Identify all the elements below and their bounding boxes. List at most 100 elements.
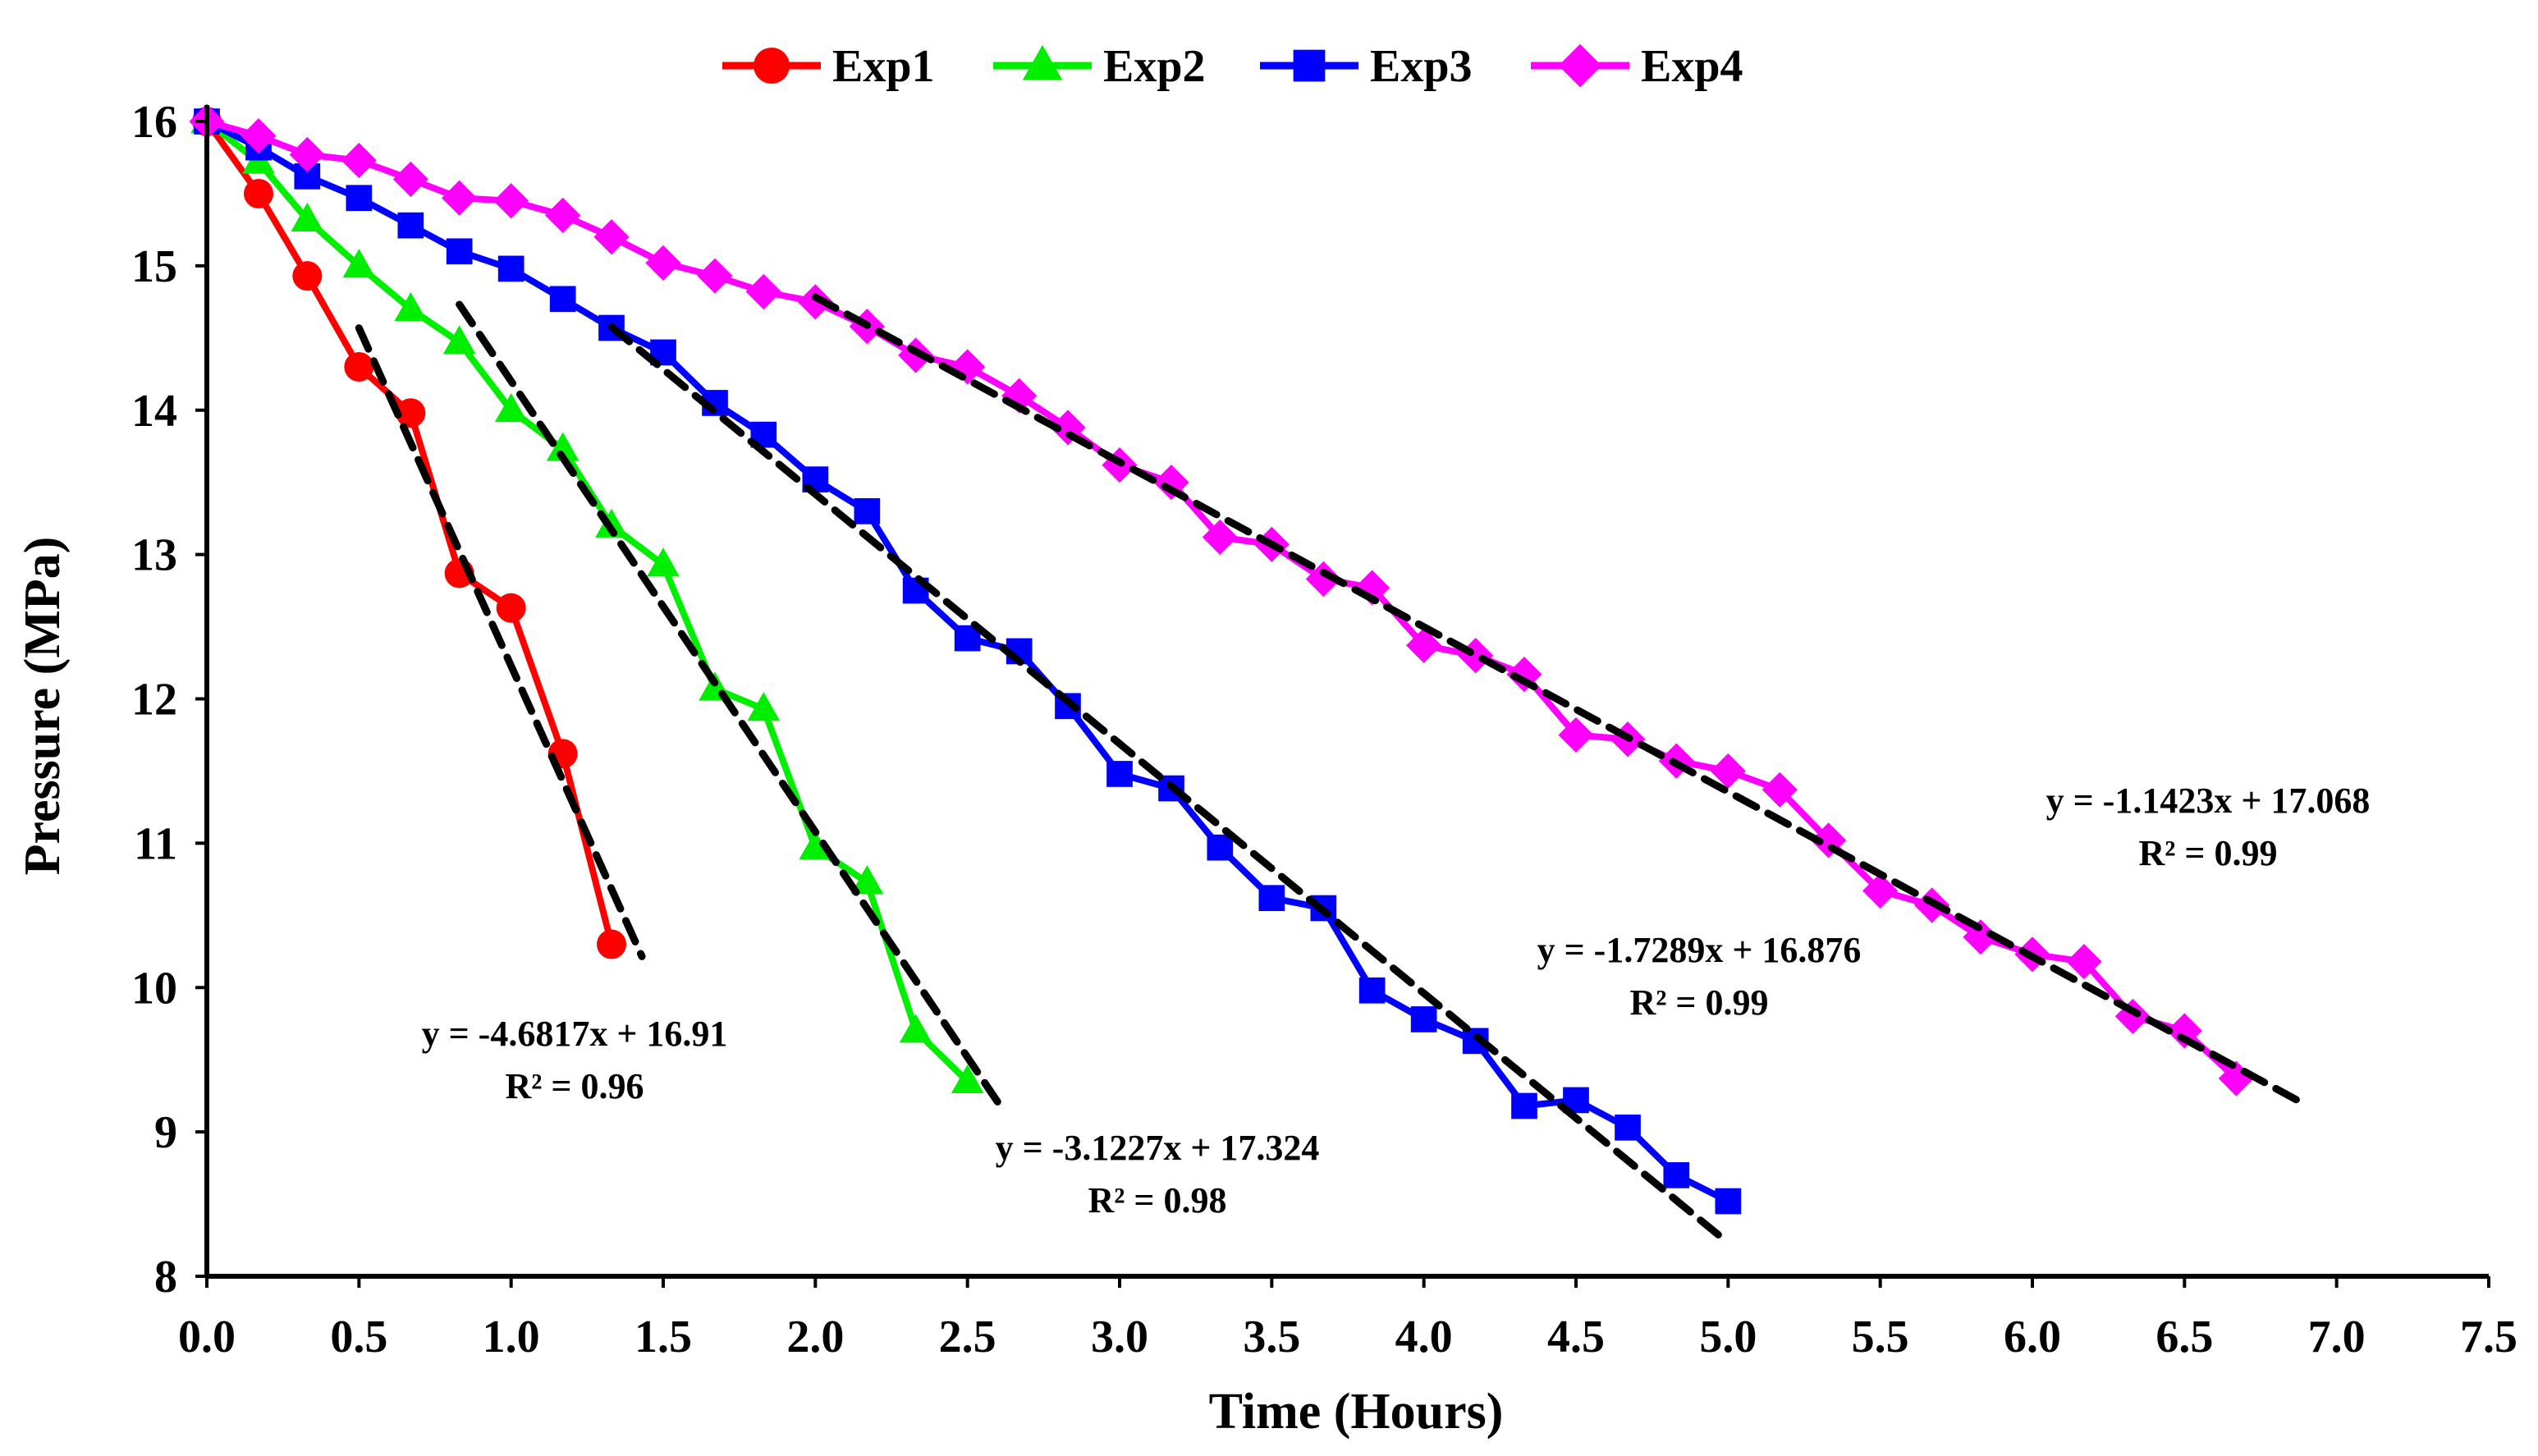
trendline-exp3	[607, 323, 1723, 1239]
data-point-exp4	[1354, 570, 1390, 606]
series-exp3	[194, 108, 1742, 1215]
data-point-exp3	[1358, 977, 1386, 1004]
data-point-exp2	[850, 865, 884, 895]
x-tick-label: 5.0	[1699, 1312, 1757, 1362]
trend-equation-exp4: y = -1.1423x + 17.068	[2046, 781, 2371, 821]
data-point-exp4	[1761, 771, 1798, 808]
x-tick-label: 4.0	[1395, 1312, 1453, 1362]
data-point-exp3	[1715, 1188, 1742, 1215]
series-line-exp1	[204, 119, 615, 945]
trendline-exp2	[456, 300, 1002, 1106]
y-tick-label: 13	[131, 530, 177, 581]
x-tick-label: 5.5	[1852, 1312, 1909, 1362]
trend-equation-exp2: y = -3.1227x + 17.324	[996, 1128, 1320, 1168]
data-point-exp1	[344, 351, 374, 382]
data-point-exp4	[745, 273, 781, 310]
trend-r2-exp1: R² = 0.96	[505, 1066, 644, 1106]
legend-marker-exp2	[1022, 44, 1063, 80]
data-point-exp4	[593, 219, 630, 255]
data-point-exp4	[341, 142, 377, 179]
data-point-exp1	[244, 178, 274, 208]
y-tick-label: 8	[154, 1252, 177, 1303]
data-point-exp4	[1558, 717, 1594, 753]
x-tick-label: 2.5	[939, 1312, 996, 1362]
legend-item-exp4: Exp4	[1531, 41, 1743, 92]
trend-r2-exp4: R² = 0.99	[2138, 833, 2277, 873]
trendline-annotations: y = -4.6817x + 16.91 R² = 0.96 y = -3.1227…	[422, 781, 2371, 1220]
x-tick-label: 0.5	[330, 1312, 387, 1362]
data-point-exp3	[497, 255, 525, 282]
data-point-exp3	[1410, 1006, 1437, 1032]
legend-marker-exp3	[1293, 49, 1326, 82]
data-point-exp2	[342, 249, 376, 278]
x-tick-label: 7.0	[2308, 1312, 2366, 1362]
data-point-exp4	[2066, 943, 2102, 980]
data-point-exp4	[1202, 519, 1238, 556]
x-tick-label: 2.0	[786, 1312, 844, 1362]
data-point-exp3	[1663, 1162, 1690, 1188]
data-point-exp4	[1963, 919, 1999, 955]
data-point-exp4	[1406, 627, 1442, 664]
x-tick-label: 7.5	[2460, 1312, 2517, 1362]
data-point-exp4	[1710, 753, 1746, 790]
y-tick-label: 10	[131, 963, 177, 1014]
y-axis-title: Pressure (MPa)	[15, 537, 71, 876]
data-point-exp4	[392, 161, 428, 197]
data-point-exp4	[2218, 1060, 2254, 1097]
data-point-exp3	[1258, 885, 1285, 912]
data-point-exp4	[1305, 561, 1341, 598]
data-point-exp4	[241, 117, 277, 154]
y-tick-label: 9	[154, 1107, 177, 1158]
x-tick-label: 4.5	[1547, 1312, 1605, 1362]
legend-item-exp3: Exp3	[1260, 41, 1473, 92]
data-point-exp3	[1511, 1092, 1537, 1119]
x-tick-label: 3.5	[1243, 1312, 1300, 1362]
data-point-exp2	[899, 1014, 932, 1043]
data-point-exp3	[1207, 834, 1234, 861]
trend-r2-exp3: R² = 0.99	[1629, 982, 1768, 1023]
legend-label-exp1: Exp1	[832, 41, 935, 92]
y-tick-label: 14	[131, 386, 177, 437]
data-point-exp4	[1001, 378, 1038, 414]
data-point-exp2	[647, 547, 680, 577]
data-point-exp4	[950, 349, 986, 385]
trendline-exp4	[811, 293, 2301, 1104]
data-point-exp1	[292, 261, 323, 291]
legend-item-exp2: Exp2	[993, 41, 1206, 92]
x-tick-label: 3.0	[1091, 1312, 1148, 1362]
data-point-exp4	[697, 258, 733, 294]
legend-label-exp2: Exp2	[1103, 41, 1206, 92]
y-tick-label: 16	[131, 97, 177, 148]
data-point-exp2	[546, 432, 580, 461]
data-point-exp2	[494, 393, 528, 423]
y-tick-label: 11	[134, 818, 177, 869]
data-point-exp4	[545, 197, 581, 233]
data-point-exp1	[496, 593, 526, 623]
trendlines	[355, 293, 2301, 1239]
trend-equation-exp3: y = -1.7289x + 16.876	[1537, 930, 1862, 970]
data-point-exp2	[442, 325, 476, 355]
series-line-exp2	[204, 118, 970, 1084]
series-exp2	[190, 104, 984, 1093]
x-tick-label: 6.0	[2004, 1312, 2061, 1362]
data-point-exp3	[1106, 761, 1133, 787]
data-point-exp2	[394, 291, 428, 322]
x-tick-label: 1.0	[483, 1312, 540, 1362]
data-point-exp4	[645, 245, 681, 281]
data-point-exp4	[1862, 872, 1899, 909]
axes: 0.0 0.5 1.0 1.5 2.0 2.5 3.0 3.5 4.0 4.5 5.0 5.5 6.0 6…	[131, 97, 2517, 1362]
data-point-exp3	[1615, 1115, 1641, 1141]
legend-label-exp3: Exp3	[1370, 41, 1473, 92]
x-axis-title: Time (Hours)	[1209, 1384, 1504, 1440]
data-point-exp4	[289, 136, 325, 173]
data-point-exp3	[346, 185, 373, 212]
trendline-exp1	[355, 324, 646, 960]
data-point-exp2	[291, 202, 324, 231]
data-point-exp2	[799, 830, 832, 860]
data-point-exp4	[442, 180, 478, 216]
data-point-exp4	[797, 284, 833, 320]
y-tick-label: 15	[131, 241, 177, 292]
x-tick-label: 6.5	[2155, 1312, 2213, 1362]
legend: Exp1 Exp2 Exp3 Exp4	[722, 41, 1743, 92]
